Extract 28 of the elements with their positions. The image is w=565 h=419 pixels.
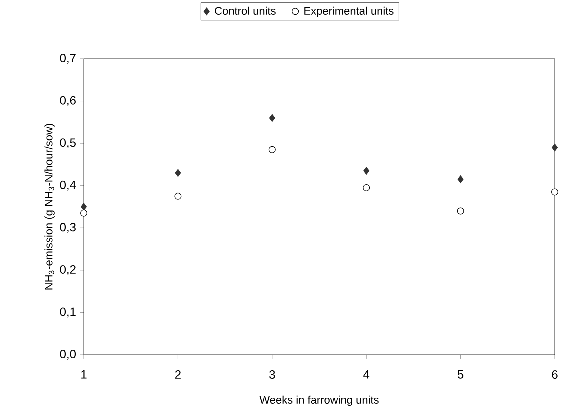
legend-label: Experimental units bbox=[304, 6, 394, 18]
x-tick-label: 6 bbox=[552, 370, 558, 380]
x-tick-label: 2 bbox=[175, 370, 181, 379]
x-tick-label: 5 bbox=[458, 370, 464, 379]
y-tick-label: 0,2 bbox=[60, 265, 76, 276]
point bbox=[174, 192, 182, 200]
point bbox=[81, 203, 88, 211]
x-tick-label: 3 bbox=[270, 370, 276, 380]
point bbox=[363, 184, 370, 192]
x-tick-label: 1 bbox=[82, 370, 87, 379]
point bbox=[457, 208, 464, 215]
x-axis-title: Weeks in farrowing units bbox=[260, 396, 379, 406]
y-axis-title: NH$_{3}$-emission (g NH$_{3}$-N/hour/sow) bbox=[44, 124, 55, 290]
y-tick-label: 0,6 bbox=[60, 96, 76, 106]
y-tick-label: 0,7 bbox=[60, 54, 76, 64]
point bbox=[175, 169, 182, 178]
y-tick-label: 0,1 bbox=[60, 308, 76, 318]
point bbox=[268, 146, 276, 154]
y-tick-label: 0,0 bbox=[60, 350, 76, 360]
y-tick-label: 0,5 bbox=[60, 138, 76, 149]
y-tick-label: 0,3 bbox=[60, 223, 76, 234]
x-tick-label: 4 bbox=[364, 370, 370, 379]
point bbox=[269, 114, 276, 122]
point bbox=[80, 210, 88, 217]
point bbox=[458, 176, 464, 184]
point bbox=[364, 167, 370, 175]
legend-label: Control units bbox=[215, 6, 276, 15]
y-tick-label: 0,4 bbox=[60, 180, 76, 191]
